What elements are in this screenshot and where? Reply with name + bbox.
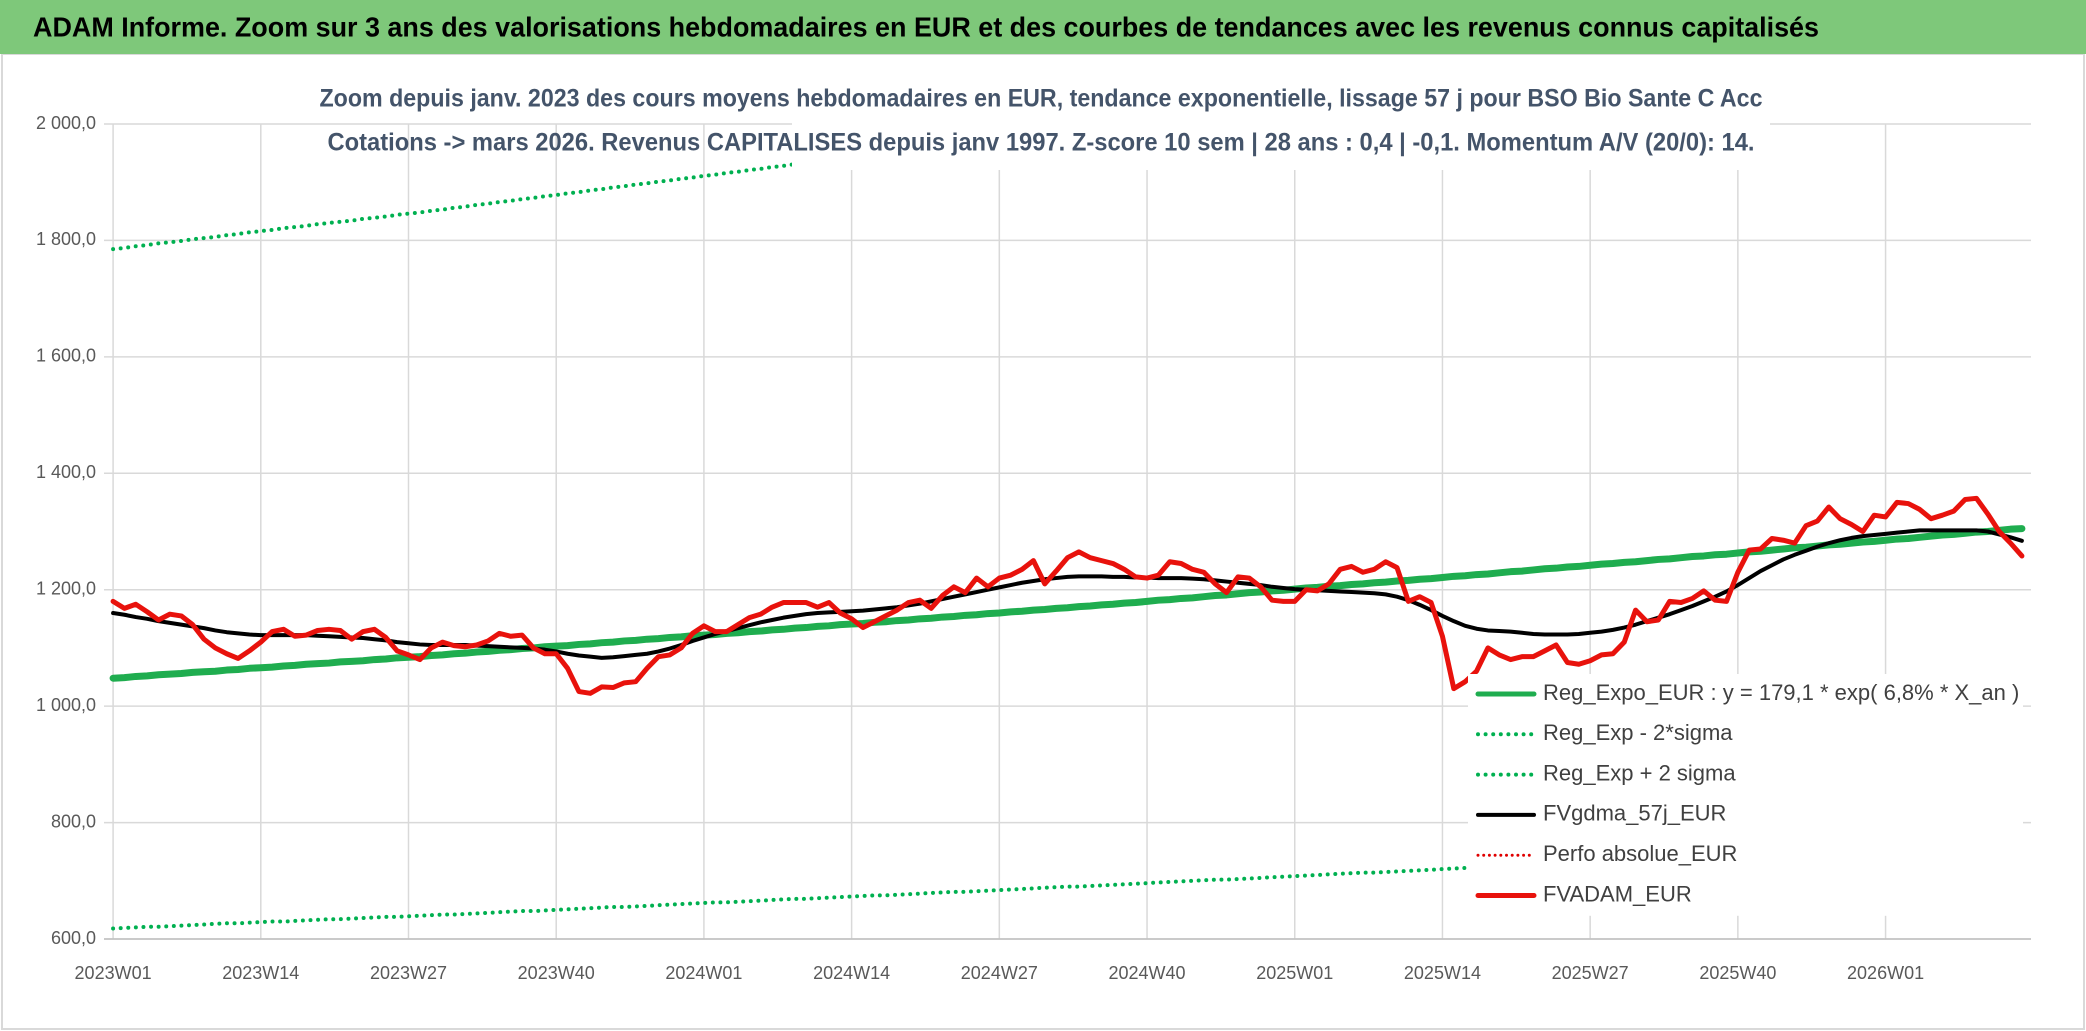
x-tick-label: 2024W01 xyxy=(665,963,742,983)
x-tick-label: 2024W27 xyxy=(961,963,1038,983)
x-tick-label: 2025W14 xyxy=(1404,963,1481,983)
x-tick-label: 2025W27 xyxy=(1552,963,1629,983)
x-tick-label: 2025W40 xyxy=(1699,963,1776,983)
legend-label: Perfo absolue_EUR xyxy=(1543,841,1737,866)
legend-label: FVgdma_57j_EUR xyxy=(1543,801,1726,826)
y-tick-label: 600,0 xyxy=(51,928,96,948)
title-background xyxy=(792,60,1770,170)
series-line xyxy=(110,495,2025,696)
legend-background xyxy=(1468,674,2023,916)
y-tick-label: 1 800,0 xyxy=(36,229,96,249)
y-tick-label: 1 200,0 xyxy=(36,578,96,598)
x-tick-label: 2023W27 xyxy=(370,963,447,983)
x-tick-label: 2023W01 xyxy=(75,963,152,983)
x-tick-label: 2023W14 xyxy=(222,963,299,983)
y-tick-label: 2 000,0 xyxy=(36,113,96,133)
y-tick-label: 1 000,0 xyxy=(36,695,96,715)
legend-label: Reg_Exp - 2*sigma xyxy=(1543,720,1733,745)
y-tick-label: 1 400,0 xyxy=(36,462,96,482)
legend-label: FVADAM_EUR xyxy=(1543,881,1692,906)
x-tick-label: 2025W01 xyxy=(1256,963,1333,983)
series-line xyxy=(111,528,2024,660)
series-line xyxy=(111,838,2024,931)
y-tick-label: 1 600,0 xyxy=(36,346,96,366)
chart-title: Zoom depuis janv. 2023 des cours moyens … xyxy=(320,85,1763,113)
legend-label: Reg_Exp + 2 sigma xyxy=(1543,760,1736,785)
header-band xyxy=(0,0,2086,54)
series-line xyxy=(111,124,1119,252)
x-tick-label: 2023W40 xyxy=(518,963,595,983)
x-tick-label: 2024W14 xyxy=(813,963,890,983)
header-title: ADAM Informe. Zoom sur 3 ans des valoris… xyxy=(33,11,1819,42)
chart-subtitle: Cotations -> mars 2026. Revenus CAPITALI… xyxy=(328,129,1755,157)
legend-label: Reg_Expo_EUR : y = 179,1 * exp( 6,8% * X… xyxy=(1543,680,2019,705)
y-tick-label: 800,0 xyxy=(51,811,96,831)
series-line xyxy=(109,525,2026,682)
x-tick-label: 2026W01 xyxy=(1847,963,1924,983)
x-tick-label: 2024W40 xyxy=(1109,963,1186,983)
